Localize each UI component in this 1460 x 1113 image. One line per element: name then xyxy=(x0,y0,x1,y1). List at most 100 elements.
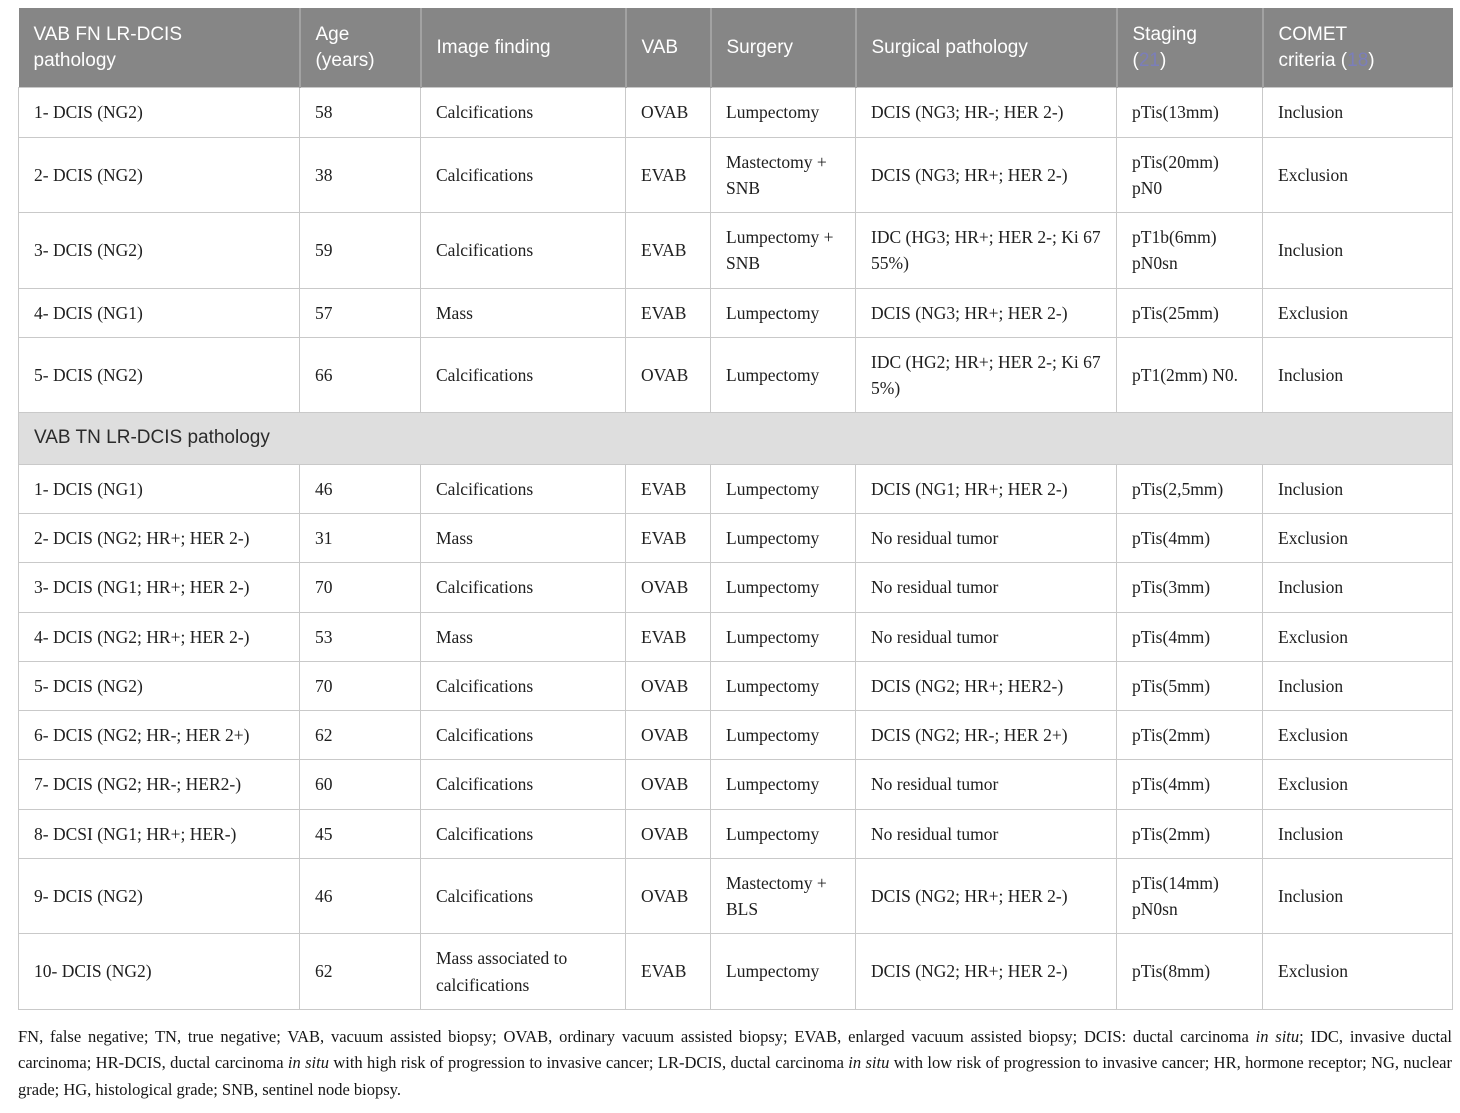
table-cell: pTis(14mm) pN0sn xyxy=(1116,857,1263,935)
table-cell: Calcifications xyxy=(420,87,626,138)
table-row: 5- DCIS (NG2) 66 Calcifications OVAB Lumpect… xyxy=(18,336,1453,414)
table-row: 1- DCIS (NG1) 46 Calcifications EVAB Lumpect… xyxy=(18,463,1453,515)
table-cell: Exclusion xyxy=(1262,710,1453,761)
table-cell: 70 xyxy=(299,562,421,613)
table-cell: Lumpectomy xyxy=(710,87,856,138)
table-cell: OVAB xyxy=(625,759,711,810)
staging-citation-link[interactable]: 21 xyxy=(1138,49,1160,71)
table-row: 3- DCIS (NG1; HR+; HER 2-) 70 Calcificatio… xyxy=(18,562,1453,613)
table-cell: 3- DCIS (NG1; HR+; HER 2-) xyxy=(18,562,300,613)
table-cell: 8- DCSI (NG1; HR+; HER-) xyxy=(18,808,300,859)
table-cell: Lumpectomy xyxy=(710,287,856,338)
table-cell: 62 xyxy=(299,933,421,1010)
table-body: 1- DCIS (NG2) 58 Calcifications OVAB Lumpect… xyxy=(18,87,1453,1010)
table-cell: Mass xyxy=(420,611,626,662)
footnote-italic: in situ xyxy=(287,1053,329,1073)
table-cell: pTis(20mm) pN0 xyxy=(1116,136,1263,214)
col-header-image-finding: Image finding xyxy=(420,8,627,88)
table-cell: 31 xyxy=(299,513,421,564)
table-cell: Calcifications xyxy=(420,857,626,935)
table-cell: 9- DCIS (NG2) xyxy=(18,857,300,935)
staging-label-suffix: ) xyxy=(1159,49,1167,71)
table-cell: OVAB xyxy=(625,336,711,414)
table-cell: IDC (HG2; HR+; HER 2-; Ki 67 5%) xyxy=(855,336,1117,414)
table-cell: Exclusion xyxy=(1262,513,1453,564)
table-cell: Calcifications xyxy=(420,660,626,712)
col-header-surgical-pathology: Surgical pathology xyxy=(855,8,1118,88)
table-cell: Calcifications xyxy=(420,562,626,613)
table-cell: 70 xyxy=(299,660,421,712)
table-cell: 59 xyxy=(299,212,421,289)
table-cell: Inclusion xyxy=(1262,336,1453,414)
table-cell: DCIS (NG2; HR+; HER2-) xyxy=(855,660,1117,712)
patient-pathology-table: VAB FN LR-DCIS pathology Age (years) Ima… xyxy=(18,8,1453,1010)
table-cell: Inclusion xyxy=(1262,808,1453,859)
table-cell: No residual tumor xyxy=(855,808,1117,859)
table-cell: OVAB xyxy=(625,808,711,859)
footnote: FN, false negative; TN, true negative; V… xyxy=(18,1024,1452,1103)
table-cell: Calcifications xyxy=(420,336,626,414)
table-row: 4- DCIS (NG2; HR+; HER 2-) 53 Mass EVAB Lump… xyxy=(18,611,1453,662)
table-cell: Lumpectomy xyxy=(710,336,856,414)
col-header-comet-criteria: COMET criteria (18) xyxy=(1262,8,1453,88)
table-cell: Inclusion xyxy=(1262,660,1453,712)
table-cell: IDC (HG3; HR+; HER 2-; Ki 67 55%) xyxy=(855,212,1117,289)
table-row: 7- DCIS (NG2; HR-; HER2-) 60 Calcification… xyxy=(18,759,1453,810)
table-cell: Inclusion xyxy=(1262,857,1453,935)
table-cell: pTis(2mm) xyxy=(1116,710,1263,761)
footnote-italic: in situ xyxy=(1255,1026,1300,1046)
table-cell: DCIS (NG2; HR+; HER 2-) xyxy=(855,933,1117,1010)
table-cell: 1- DCIS (NG1) xyxy=(18,463,300,515)
table-cell: EVAB xyxy=(625,287,711,338)
table-cell: EVAB xyxy=(625,463,711,515)
table-cell: 46 xyxy=(299,463,421,515)
table-cell: Inclusion xyxy=(1262,463,1453,515)
footnote-text: with high risk of progression to invasiv… xyxy=(328,1053,849,1073)
table-cell: Exclusion xyxy=(1262,759,1453,810)
table-cell: pTis(4mm) xyxy=(1116,611,1263,662)
header-row: VAB FN LR-DCIS pathology Age (years) Ima… xyxy=(18,8,1453,88)
table-cell: 45 xyxy=(299,808,421,859)
table-cell: Mass associated to calcifications xyxy=(420,933,626,1010)
table-cell: pTis(25mm) xyxy=(1116,287,1263,338)
table-cell: 62 xyxy=(299,710,421,761)
table-cell: pTis(3mm) xyxy=(1116,562,1263,613)
table-cell: 46 xyxy=(299,857,421,935)
table-row: 9- DCIS (NG2) 46 Calcifications OVAB Mastect… xyxy=(18,857,1453,935)
table-cell: pTis(2mm) xyxy=(1116,808,1263,859)
table-cell: pTis(2,5mm) xyxy=(1116,463,1263,515)
table-cell: Inclusion xyxy=(1262,87,1453,138)
table-cell: Calcifications xyxy=(420,710,626,761)
table-cell: 38 xyxy=(299,136,421,214)
table-cell: Exclusion xyxy=(1262,933,1453,1010)
table-row: 5- DCIS (NG2) 70 Calcifications OVAB Lumpect… xyxy=(18,660,1453,712)
table-cell: Lumpectomy xyxy=(710,611,856,662)
table-cell: Mass xyxy=(420,287,626,338)
table-cell: 5- DCIS (NG2) xyxy=(18,336,300,414)
table-header: VAB FN LR-DCIS pathology Age (years) Ima… xyxy=(18,8,1453,88)
table-cell: DCIS (NG3; HR-; HER 2-) xyxy=(855,87,1117,138)
table-cell: 10- DCIS (NG2) xyxy=(18,933,300,1010)
table-cell: EVAB xyxy=(625,136,711,214)
table-cell: 2- DCIS (NG2) xyxy=(18,136,300,214)
table-cell: No residual tumor xyxy=(855,562,1117,613)
table-cell: 57 xyxy=(299,287,421,338)
table-cell: pT1b(6mm) pN0sn xyxy=(1116,212,1263,289)
footnote-text: ; IDC, invasive ductal carcinoma; HR-DCI… xyxy=(18,1026,1452,1073)
table-cell: pTis(8mm) xyxy=(1116,933,1263,1010)
table-cell: EVAB xyxy=(625,212,711,289)
table-cell: Lumpectomy xyxy=(710,660,856,712)
table-cell: Calcifications xyxy=(420,212,626,289)
table-cell: DCIS (NG2; HR+; HER 2-) xyxy=(855,857,1117,935)
table-cell: Lumpectomy xyxy=(710,463,856,515)
table-cell: OVAB xyxy=(625,660,711,712)
table-cell: Exclusion xyxy=(1262,287,1453,338)
table-cell: 58 xyxy=(299,87,421,138)
comet-citation-link[interactable]: 18 xyxy=(1347,49,1369,71)
comet-label-suffix: ) xyxy=(1368,49,1375,71)
table-cell: OVAB xyxy=(625,87,711,138)
table-cell: Inclusion xyxy=(1262,212,1453,289)
table-cell: 6- DCIS (NG2; HR-; HER 2+) xyxy=(18,710,300,761)
table-cell: 5- DCIS (NG2) xyxy=(18,660,300,712)
table-cell: DCIS (NG3; HR+; HER 2-) xyxy=(855,136,1117,214)
